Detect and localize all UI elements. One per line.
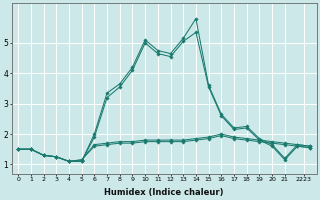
X-axis label: Humidex (Indice chaleur): Humidex (Indice chaleur) <box>104 188 224 197</box>
